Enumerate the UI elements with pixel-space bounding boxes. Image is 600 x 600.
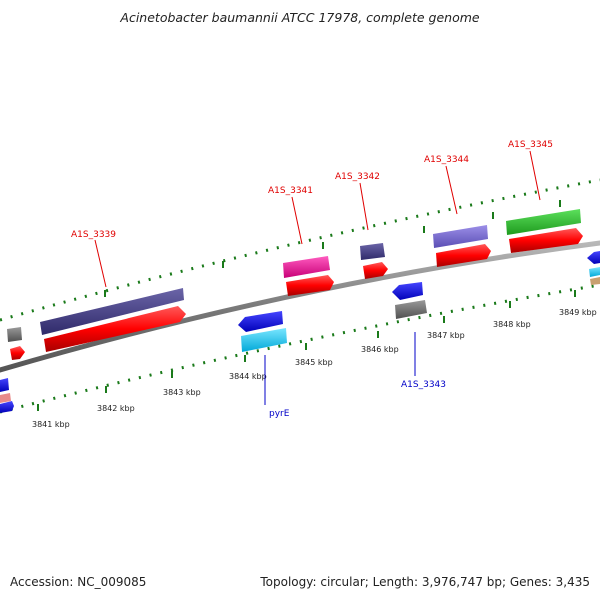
callout-lines bbox=[94, 150, 541, 405]
a1s-3339-gene-bar bbox=[40, 288, 184, 335]
gene-label-a1s-3343: A1S_3343 bbox=[401, 380, 446, 390]
tick-label-3848: 3848 kbp bbox=[493, 320, 531, 329]
right-blue-arrow[interactable] bbox=[587, 251, 600, 264]
feature-a1s-3339[interactable] bbox=[40, 288, 186, 352]
feature-a1s-3343[interactable] bbox=[392, 282, 427, 319]
forward-tick-track bbox=[0, 178, 600, 322]
tick-label-3846: 3846 kbp bbox=[361, 345, 399, 354]
a1s-3344-gene-bar bbox=[433, 225, 488, 248]
a1s-3345-cds-arrow bbox=[509, 228, 583, 253]
a1s-3341-gene-bar bbox=[283, 256, 330, 278]
tick-label-3844: 3844 kbp bbox=[229, 372, 267, 381]
left-gray-feature[interactable] bbox=[7, 327, 22, 342]
a1s-3343-cds-arrow bbox=[392, 282, 423, 300]
a1s-3339-cds-arrow bbox=[44, 306, 186, 352]
a1s-3342-cds-arrow bbox=[363, 262, 388, 279]
gene-label-a1s-3342: A1S_3342 bbox=[335, 172, 380, 182]
feature-a1s-3341[interactable] bbox=[283, 256, 334, 296]
right-cyan-feature[interactable] bbox=[589, 267, 600, 277]
tick-label-3842: 3842 kbp bbox=[97, 404, 135, 413]
feature-pyre[interactable] bbox=[238, 311, 287, 352]
tick-label-3845: 3845 kbp bbox=[295, 358, 333, 367]
tick-label-3847: 3847 kbp bbox=[427, 331, 465, 340]
reverse-tick-track bbox=[0, 283, 600, 414]
a1s-3344-cds-arrow bbox=[436, 244, 491, 267]
left-blue-arrow-2[interactable] bbox=[0, 401, 14, 413]
a1s-3343-gene-bar bbox=[395, 300, 427, 319]
left-pink-feature[interactable] bbox=[0, 393, 11, 403]
a1s-3342-gene-bar bbox=[360, 243, 385, 260]
a1s-3341-cds-arrow bbox=[286, 275, 334, 296]
genome-stats-label: Topology: circular; Length: 3,976,747 bp… bbox=[260, 575, 590, 589]
accession-label: Accession: NC_009085 bbox=[10, 575, 147, 589]
tick-label-3843: 3843 kbp bbox=[163, 388, 201, 397]
feature-a1s-3345[interactable] bbox=[506, 209, 583, 253]
major-ticks bbox=[37, 200, 576, 411]
pyre-cds-arrow bbox=[238, 311, 283, 332]
gene-label-a1s-3339: A1S_3339 bbox=[71, 230, 116, 240]
tick-label-3841: 3841 kbp bbox=[32, 420, 70, 429]
pyre-gene-bar bbox=[241, 328, 287, 352]
feature-a1s-3344[interactable] bbox=[433, 225, 491, 267]
gene-label-a1s-3345: A1S_3345 bbox=[508, 140, 553, 150]
left-red-arrow[interactable] bbox=[10, 346, 25, 360]
a1s-3345-gene-bar bbox=[506, 209, 581, 235]
feature-a1s-3342[interactable] bbox=[360, 243, 388, 279]
right-tan-feature[interactable] bbox=[590, 277, 600, 285]
gene-label-a1s-3344: A1S_3344 bbox=[424, 155, 469, 165]
left-blue-arrow[interactable] bbox=[0, 378, 9, 392]
gene-label-a1s-3341: A1S_3341 bbox=[268, 186, 313, 196]
gene-label-pyre: pyrE bbox=[269, 409, 290, 419]
tick-label-3849: 3849 kbp bbox=[559, 308, 597, 317]
map-title: Acinetobacter baumannii ATCC 17978, comp… bbox=[120, 10, 480, 25]
